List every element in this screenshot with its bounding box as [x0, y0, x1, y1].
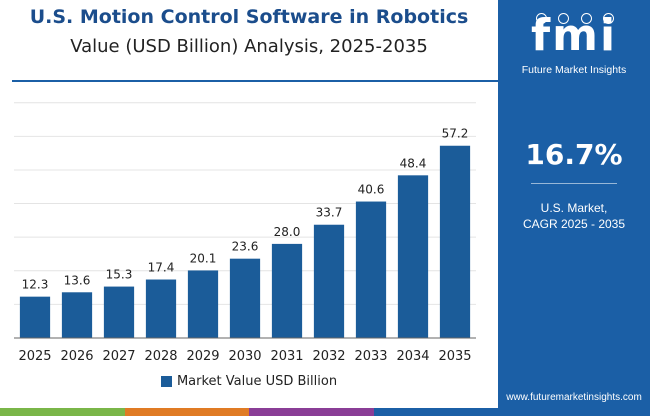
- data-label-2033: 40.6: [358, 183, 385, 197]
- x-tick-2034: 2034: [396, 349, 429, 364]
- bar-2027: [103, 286, 135, 338]
- stripe-green: [0, 408, 125, 416]
- x-tick-2035: 2035: [438, 349, 471, 364]
- cagr-label-line1: U.S. Market,: [540, 201, 608, 215]
- x-tick-2025: 2025: [18, 349, 51, 364]
- bar-2030: [229, 258, 261, 338]
- chart-subtitle: Value (USD Billion) Analysis, 2025-2035: [70, 36, 428, 57]
- cagr-label-line2: CAGR 2025 - 2035: [522, 217, 626, 231]
- data-label-2026: 13.6: [64, 273, 91, 287]
- logo-icons: [530, 12, 620, 24]
- data-label-2027: 15.3: [106, 268, 133, 282]
- cagr-value: 16.7%: [525, 138, 623, 171]
- stripe-purple: [249, 408, 374, 416]
- bar-2026: [61, 292, 93, 338]
- bar-2025: [19, 296, 51, 338]
- logo-dot-icon: [603, 12, 615, 24]
- cagr-label: U.S. Market, CAGR 2025 - 2035: [498, 200, 650, 232]
- logo-dot-icon: [558, 12, 570, 24]
- data-label-2029: 20.1: [190, 251, 217, 265]
- data-label-2030: 23.6: [232, 240, 259, 254]
- x-tick-2031: 2031: [270, 349, 303, 364]
- logo-text: Future Market Insights: [521, 64, 627, 76]
- bar-2031: [271, 243, 303, 338]
- cagr-divider: [531, 183, 617, 184]
- bar-2028: [145, 279, 177, 338]
- stripe-orange: [124, 408, 249, 416]
- fmi-logo: fmi Future Market Insights: [498, 6, 650, 82]
- x-tick-2028: 2028: [144, 349, 177, 364]
- x-tick-2033: 2033: [354, 349, 387, 364]
- data-label-2035: 57.2: [442, 127, 469, 141]
- x-tick-2029: 2029: [186, 349, 219, 364]
- bar-2033: [355, 201, 387, 338]
- logo-dot-icon: [580, 12, 592, 24]
- bar-2034: [397, 175, 429, 338]
- x-tick-2032: 2032: [312, 349, 345, 364]
- chart-legend: Market Value USD Billion: [0, 374, 498, 389]
- logo-letters: fmi: [530, 10, 618, 61]
- bar-2032: [313, 224, 345, 338]
- logo-dot-icon: [535, 12, 547, 24]
- title-divider: [12, 80, 498, 82]
- stripe-blue: [373, 408, 498, 416]
- x-tick-2027: 2027: [102, 349, 135, 364]
- website-link[interactable]: www.futuremarketinsights.com: [506, 392, 642, 403]
- data-label-2025: 12.3: [22, 278, 49, 292]
- data-label-2028: 17.4: [148, 261, 175, 275]
- legend-label: Market Value USD Billion: [176, 374, 338, 389]
- legend-swatch: [160, 376, 172, 387]
- data-label-2034: 48.4: [400, 156, 427, 170]
- bar-2029: [187, 270, 219, 338]
- data-label-2031: 28.0: [274, 225, 301, 239]
- data-label-2032: 33.7: [316, 206, 343, 220]
- x-tick-2030: 2030: [228, 349, 261, 364]
- side-panel: fmi Future Market Insights 16.7% U.S. Ma…: [498, 0, 650, 416]
- bar-chart: 12.3 2025 13.6 2026 15.3 2027 17.4 2028 20.1 2029…: [14, 102, 476, 364]
- bottom-color-stripe: [0, 408, 498, 416]
- x-tick-2026: 2026: [60, 349, 93, 364]
- chart-title: U.S. Motion Control Software in Robotics: [29, 6, 469, 28]
- bar-2035: [439, 145, 471, 338]
